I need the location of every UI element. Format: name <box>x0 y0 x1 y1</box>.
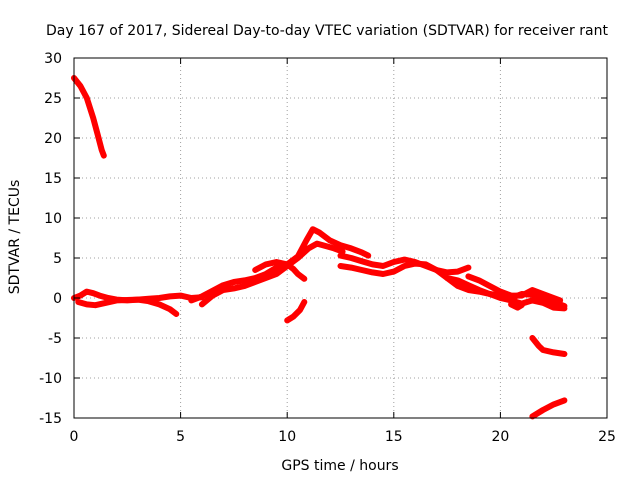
x-tick-label-0: 0 <box>70 429 79 445</box>
y-tick-label-0: -15 <box>39 411 62 427</box>
x-axis-ticks: 0 5 10 15 20 25 <box>70 58 616 445</box>
data-series-group <box>71 75 568 420</box>
y-tick-label-1: -10 <box>39 371 62 387</box>
series-arc-7 <box>284 299 308 324</box>
y-tick-label-6: 15 <box>44 171 62 187</box>
series-arc-12 <box>508 301 525 311</box>
x-tick-label-5: 25 <box>598 429 616 445</box>
series-arc-9 <box>337 252 472 276</box>
series-arc-13 <box>529 335 568 357</box>
y-tick-label-7: 20 <box>44 131 62 147</box>
grid-lines <box>74 58 607 418</box>
y-tick-label-5: 10 <box>44 211 62 227</box>
y-tick-label-4: 5 <box>53 251 62 267</box>
series-arc-14 <box>529 397 568 420</box>
y-tick-label-3: 0 <box>53 291 62 307</box>
chart-title: Day 167 of 2017, Sidereal Day-to-day VTE… <box>46 23 608 39</box>
series-arc-10 <box>444 275 568 312</box>
series-arc-4 <box>198 240 346 308</box>
series-arc-1 <box>71 75 107 159</box>
y-tick-label-8: 25 <box>44 91 62 107</box>
y-axis-ticks: -15 -10 -5 0 5 10 15 20 25 30 <box>39 51 607 427</box>
series-arc-3 <box>75 296 180 317</box>
x-tick-label-3: 15 <box>385 429 403 445</box>
y-tick-label-2: -5 <box>48 331 62 347</box>
y-tick-label-9: 30 <box>44 51 62 67</box>
series-arc-11 <box>465 273 564 304</box>
x-tick-label-4: 20 <box>491 429 509 445</box>
x-tick-label-1: 5 <box>176 429 185 445</box>
x-tick-label-2: 10 <box>278 429 296 445</box>
series-arc-6 <box>252 259 308 282</box>
x-axis-label: GPS time / hours <box>281 458 398 474</box>
plot-frame <box>73 57 608 419</box>
y-axis-label: SDTVAR / TECUs <box>7 180 23 295</box>
